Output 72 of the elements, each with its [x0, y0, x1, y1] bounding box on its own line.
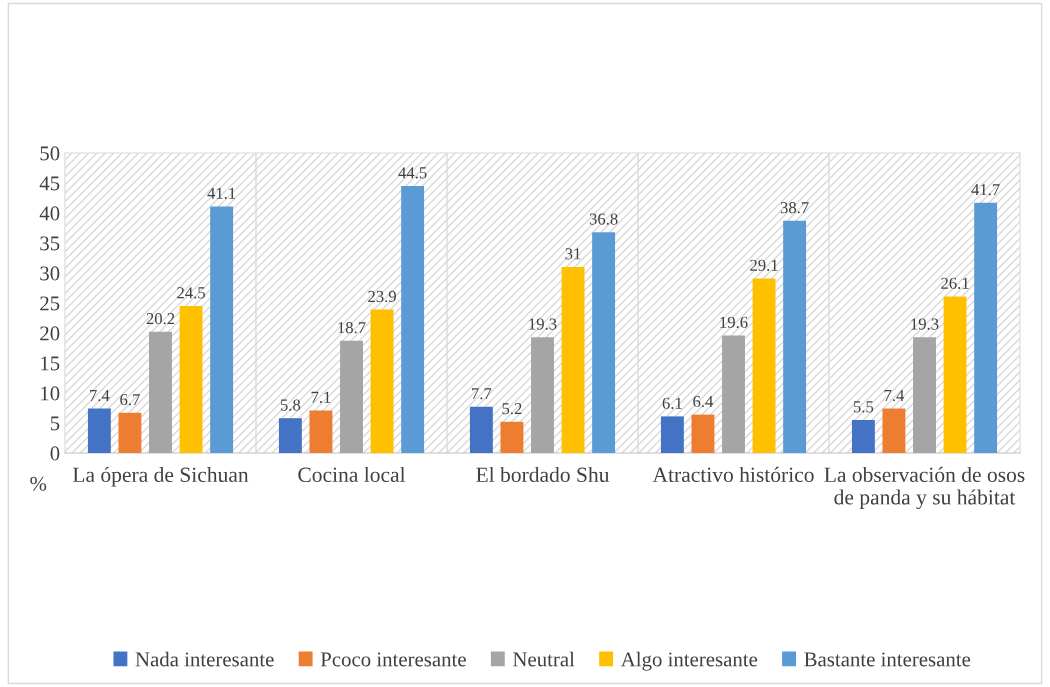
data-label: 18.7	[338, 322, 366, 334]
data-label: 29.1	[750, 259, 778, 271]
y-tick-label: 25	[40, 296, 60, 311]
bar	[500, 421, 524, 453]
bar	[309, 410, 333, 453]
data-label: 19.3	[911, 318, 939, 330]
bar	[913, 337, 936, 453]
legend-label: Bastante interesante	[804, 652, 971, 667]
bar	[149, 331, 172, 453]
y-tick-label: 30	[40, 266, 60, 281]
data-label: 6.1	[662, 397, 682, 409]
bar	[943, 296, 967, 453]
y-tick-label: 0	[50, 446, 60, 461]
y-tick-label: 15	[41, 356, 60, 371]
data-label: 7.4	[884, 389, 905, 402]
data-label: 7.7	[472, 388, 492, 400]
x-tick-label: El bordado Shu	[476, 466, 610, 483]
y-tick-label: 35	[40, 236, 60, 251]
data-label: 36.8	[589, 213, 618, 225]
bar	[660, 416, 684, 453]
x-tick-label: La observación de osos de panda y su hábitat	[824, 466, 1025, 510]
bar	[401, 186, 425, 453]
bar	[752, 278, 776, 453]
data-label: 31	[565, 248, 581, 260]
x-tick-label: La ópera de Sichuan	[72, 466, 249, 487]
data-label: 5.2	[502, 403, 522, 415]
data-label: 7.1	[311, 391, 331, 403]
data-label: 44.5	[398, 167, 427, 179]
data-label: 41.7	[971, 184, 1000, 196]
data-label: 19.3	[529, 318, 557, 330]
legend-label: Nada interesante	[135, 651, 274, 667]
bar	[531, 337, 554, 453]
bar	[691, 414, 715, 453]
bar	[210, 206, 234, 453]
bar	[882, 408, 906, 453]
legend-label: Pcoco interesante	[320, 652, 466, 667]
bar	[179, 306, 203, 453]
bar	[340, 340, 363, 453]
data-label: 19.6	[720, 316, 748, 328]
bar	[722, 335, 745, 453]
y-axis-title: %	[30, 476, 47, 491]
bar	[469, 406, 493, 453]
data-label: 41.1	[207, 187, 236, 199]
bar	[974, 202, 998, 453]
bar	[278, 418, 302, 453]
y-tick-label: 20	[40, 326, 60, 341]
y-tick-label: 40	[39, 206, 60, 221]
y-tick-label: 45	[39, 176, 60, 191]
legend-label: Neutral	[513, 651, 575, 667]
data-label: 20.2	[146, 313, 175, 325]
data-label: 7.4	[90, 389, 110, 402]
bar	[118, 412, 142, 453]
data-label: 6.4	[693, 395, 714, 408]
x-tick-label: Cocina local	[298, 466, 406, 483]
bar	[370, 309, 394, 453]
bar	[783, 220, 807, 453]
data-label: 38.7	[780, 202, 809, 214]
bar	[592, 232, 616, 453]
data-label: 5.5	[853, 401, 874, 413]
y-tick-label: 10	[41, 386, 60, 401]
y-tick-label: 50	[40, 146, 60, 161]
data-label: 5.8	[280, 399, 301, 411]
bar	[87, 408, 111, 453]
y-tick-label: 5	[50, 416, 60, 431]
data-label: 26.1	[941, 277, 969, 289]
data-label: 6.7	[120, 394, 140, 406]
bar	[561, 267, 585, 453]
bar	[851, 420, 875, 453]
data-label: 23.9	[368, 290, 396, 303]
data-label: 24.5	[177, 287, 205, 299]
legend-label: Algo interesante	[620, 651, 758, 671]
x-tick-label: Atractivo histórico	[652, 466, 814, 483]
